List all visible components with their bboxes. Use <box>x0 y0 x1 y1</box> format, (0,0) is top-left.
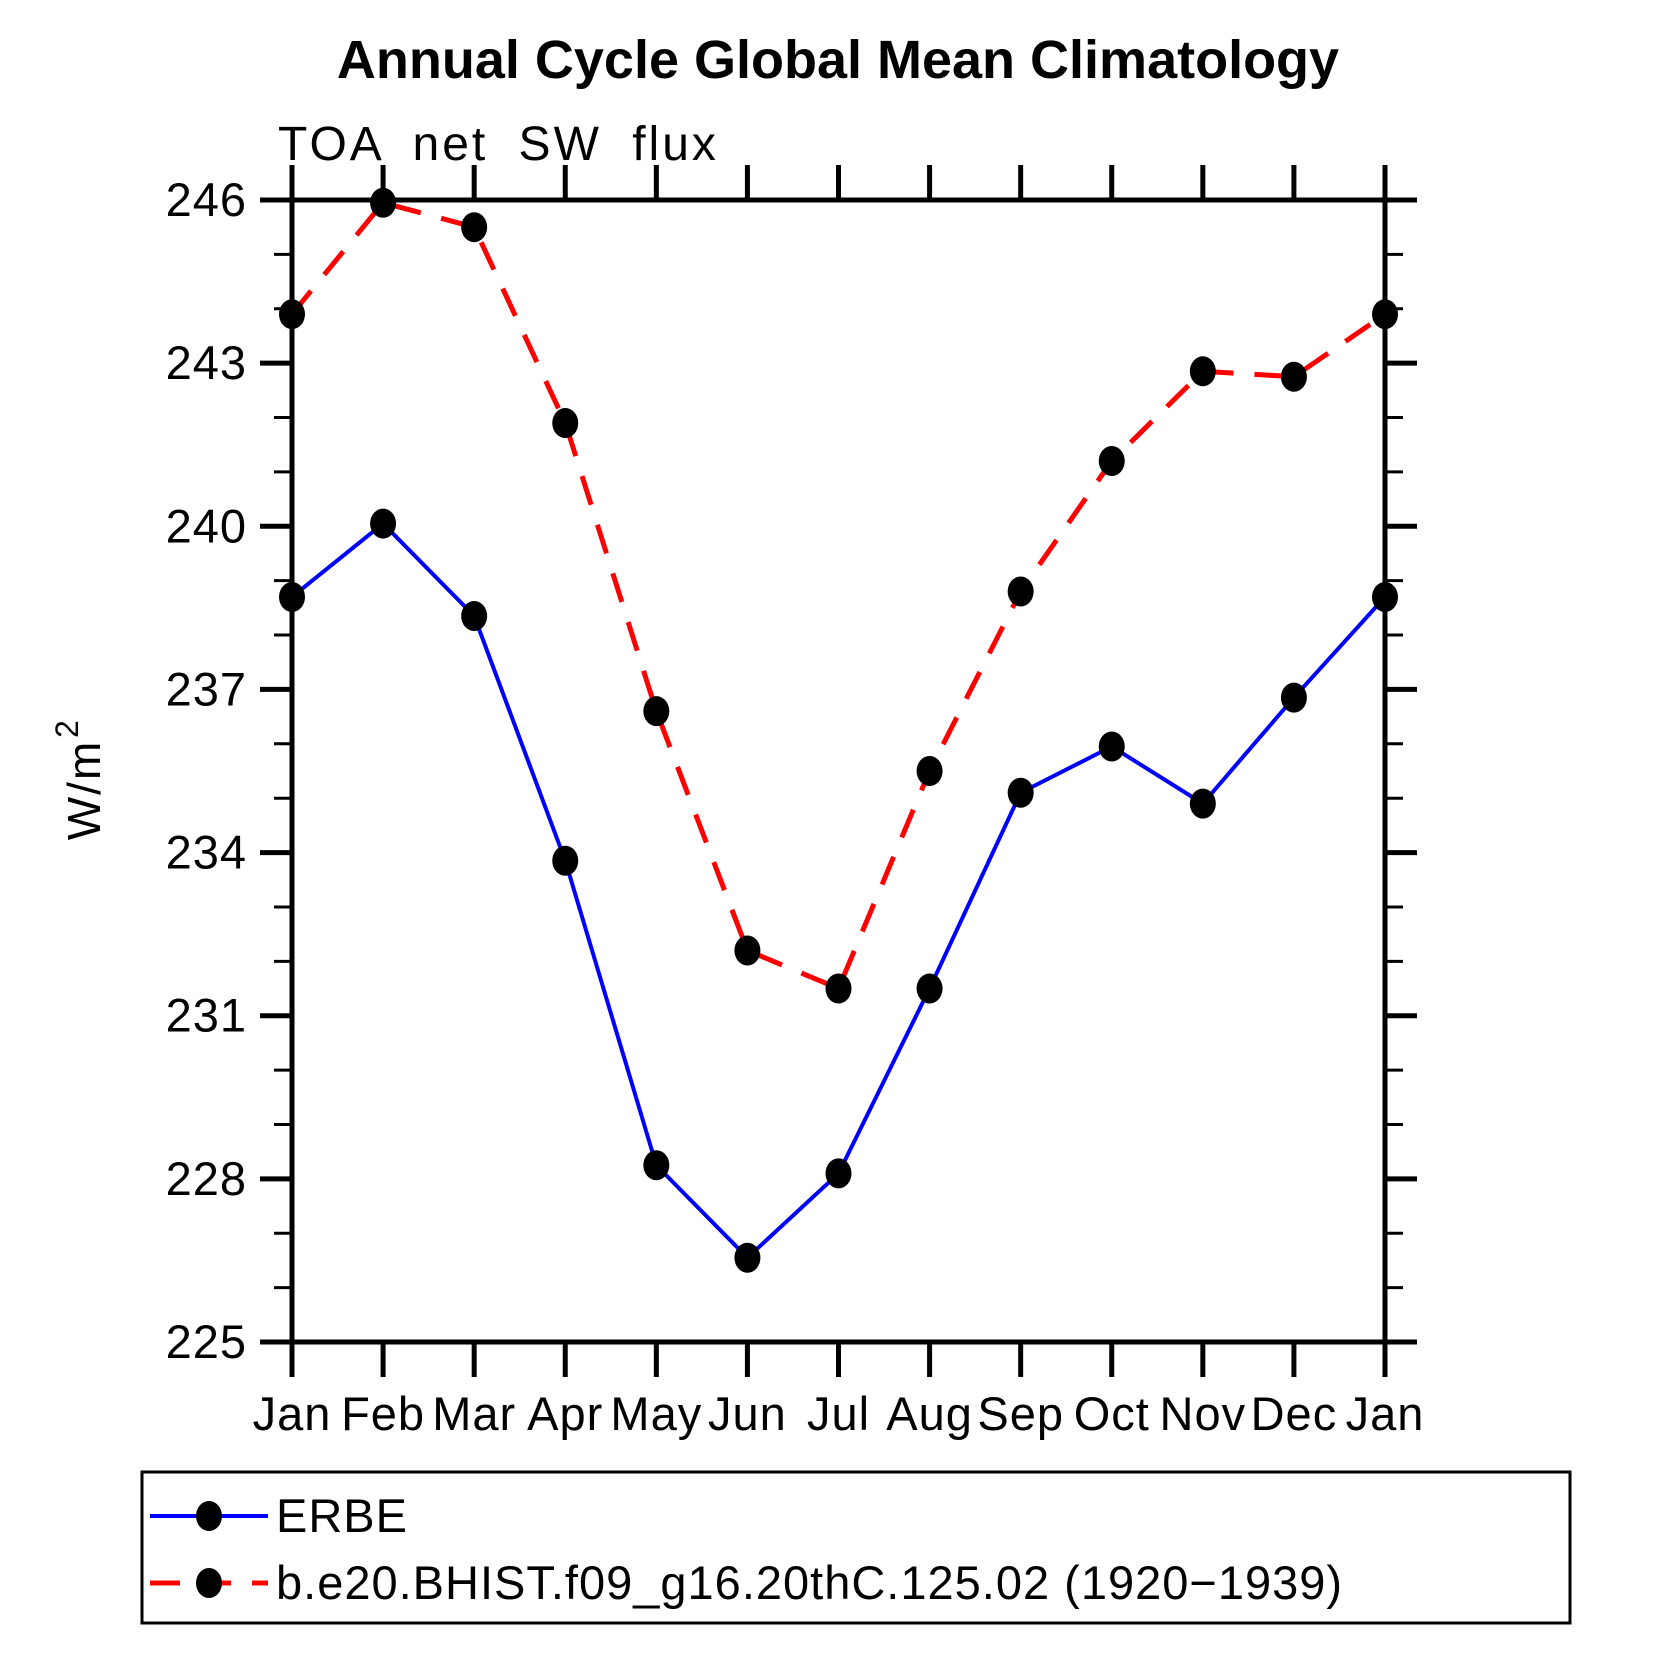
x-tick-label: Jan <box>1346 1387 1425 1440</box>
legend-label-erbe: ERBE <box>276 1489 408 1542</box>
y-tick-label: 246 <box>166 173 247 226</box>
data-point-marker <box>279 299 305 330</box>
x-tick-label: Aug <box>886 1387 973 1440</box>
y-tick-label: 240 <box>166 499 247 552</box>
legend-entry-erbe: ERBE <box>150 1489 408 1542</box>
y-tick-label: 243 <box>166 336 247 389</box>
chart-subtitle: TOA net SW flux <box>278 118 719 171</box>
data-point-marker <box>734 935 761 966</box>
data-point-marker <box>279 581 305 612</box>
data-point-marker <box>461 601 488 632</box>
legend-marker-dot <box>196 1568 222 1598</box>
x-tick-label: Jul <box>807 1387 870 1440</box>
data-point-marker <box>1007 777 1034 808</box>
x-tick-label: Apr <box>527 1387 603 1440</box>
y-axis-label-exponent: 2 <box>49 720 85 738</box>
data-point-marker <box>734 1242 761 1273</box>
axis-ticks <box>260 165 1417 1377</box>
y-axis-label-text: W/m <box>58 740 110 841</box>
chart-title: Annual Cycle Global Mean Climatology <box>337 30 1339 90</box>
x-tick-label: Jun <box>708 1387 787 1440</box>
data-point-marker <box>916 973 943 1004</box>
y-axis-label: W/m 2 <box>49 720 110 840</box>
legend-entry-model: b.e20.BHIST.f09_g16.20thC.125.02 (1920−1… <box>150 1556 1343 1609</box>
x-tick-label: Oct <box>1074 1387 1150 1440</box>
data-point-marker <box>825 1158 852 1189</box>
legend-marker-dot <box>196 1501 222 1531</box>
data-point-marker <box>643 1150 670 1181</box>
series-line-0 <box>290 520 1387 1261</box>
x-tick-label: Jan <box>253 1387 332 1440</box>
data-point-marker <box>1007 576 1034 607</box>
data-point-marker <box>1098 731 1125 762</box>
data-point-marker <box>1189 788 1216 819</box>
data-point-marker <box>916 756 943 786</box>
y-tick-label: 234 <box>166 826 247 879</box>
x-tick-label: May <box>610 1387 702 1440</box>
x-tick-label: Sep <box>977 1387 1064 1440</box>
data-point-marker <box>1189 356 1216 387</box>
data-point-marker <box>825 973 852 1004</box>
y-tick-label: 237 <box>166 662 247 715</box>
y-tick-label: 225 <box>166 1315 247 1368</box>
legend: ERBE b.e20.BHIST.f09_g16.20thC.125.02 (1… <box>140 1470 1572 1625</box>
data-point-marker <box>1280 682 1307 713</box>
data-series <box>279 187 1398 1273</box>
data-point-marker <box>370 187 397 218</box>
legend-label-model: b.e20.BHIST.f09_g16.20thC.125.02 (1920−1… <box>276 1556 1343 1609</box>
x-tick-label: Feb <box>341 1387 425 1440</box>
y-tick-label: 231 <box>166 989 247 1042</box>
data-point-marker <box>370 508 397 539</box>
x-tick-label: Nov <box>1160 1387 1247 1440</box>
data-point-marker <box>552 407 579 438</box>
data-point-marker <box>1280 361 1307 392</box>
data-point-marker <box>552 845 579 876</box>
legend-box <box>140 1470 1572 1625</box>
data-point-marker <box>643 696 670 727</box>
data-point-marker <box>1098 446 1125 477</box>
data-point-marker <box>1372 581 1398 612</box>
x-tick-label: Dec <box>1251 1387 1338 1440</box>
y-tick-label: 228 <box>166 1152 247 1205</box>
x-tick-label: Mar <box>432 1387 516 1440</box>
data-point-marker <box>461 212 488 243</box>
data-point-marker <box>1372 299 1398 330</box>
